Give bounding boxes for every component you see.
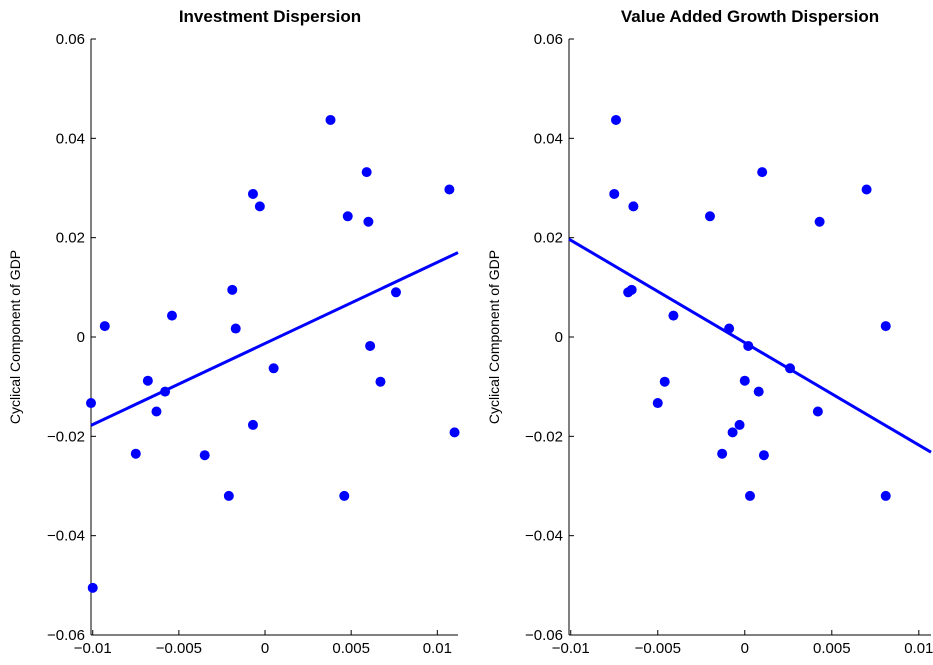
y-tick-label: 0.06 <box>56 31 85 48</box>
data-point <box>375 376 386 387</box>
x-tick-label: 0 <box>741 640 749 657</box>
data-point <box>628 201 639 212</box>
data-point <box>247 188 258 199</box>
data-point <box>626 284 637 295</box>
data-point <box>727 427 738 438</box>
y-tick-label: −0.02 <box>47 428 85 445</box>
regression-line <box>90 251 459 427</box>
data-point <box>363 216 374 227</box>
data-point <box>254 201 265 212</box>
data-point <box>758 450 769 461</box>
x-tick-label: 0.01 <box>423 640 452 657</box>
chart-title: Value Added Growth Dispersion <box>621 7 879 26</box>
data-point <box>814 216 825 227</box>
y-tick-label: −0.06 <box>525 627 563 644</box>
data-point <box>880 490 891 501</box>
x-tick-label: −0.01 <box>552 640 590 657</box>
data-point <box>130 448 141 459</box>
data-point <box>753 386 764 397</box>
x-tick-label: −0.005 <box>156 640 202 657</box>
data-point <box>227 284 238 295</box>
data-point <box>99 321 110 332</box>
y-tick-label: −0.06 <box>47 627 85 644</box>
data-point <box>734 419 745 430</box>
y-axis-label: Cyclical Component of GDP <box>7 250 23 424</box>
data-point <box>668 310 679 321</box>
y-tick-label: −0.04 <box>47 528 85 545</box>
data-point <box>659 376 670 387</box>
data-point <box>610 114 621 125</box>
data-point <box>247 419 258 430</box>
x-tick-label: 0.01 <box>904 640 933 657</box>
data-point <box>652 398 663 409</box>
data-point <box>199 450 210 461</box>
x-tick-label: 0.005 <box>813 640 851 657</box>
data-point <box>609 188 620 199</box>
y-tick-label: 0.02 <box>56 230 85 247</box>
data-point <box>325 114 336 125</box>
data-point <box>342 211 353 222</box>
data-point <box>230 323 241 334</box>
data-point <box>87 582 98 593</box>
data-point <box>86 398 96 409</box>
data-point <box>390 287 401 298</box>
data-point <box>268 363 279 374</box>
y-axis-label: Cyclical Component of GDP <box>486 250 502 424</box>
data-point <box>724 323 735 334</box>
x-tick-label: −0.01 <box>74 640 112 657</box>
data-point <box>704 211 715 222</box>
data-point <box>861 184 872 195</box>
data-point <box>160 386 171 397</box>
data-point <box>449 427 460 438</box>
data-point <box>739 375 750 386</box>
data-point <box>365 340 376 351</box>
chart-panel-2: −0.06 −0.04 −0.02 0 0.02 0.04 0.06 −0.01 −0.005 0… <box>486 7 933 657</box>
y-tick-label: 0.04 <box>534 130 563 147</box>
y-tick-label: 0 <box>77 329 85 346</box>
x-tick-label: −0.005 <box>635 640 681 657</box>
y-tick-label: −0.02 <box>525 428 563 445</box>
data-point <box>757 167 768 178</box>
y-tick-label: −0.04 <box>525 528 563 545</box>
data-point <box>361 167 372 178</box>
y-tick-label: 0.04 <box>56 130 85 147</box>
x-tick-label: 0.005 <box>332 640 370 657</box>
data-point <box>717 448 728 459</box>
data-point <box>151 406 162 417</box>
data-point <box>223 490 234 501</box>
data-point <box>166 310 177 321</box>
data-point <box>785 363 796 374</box>
y-tick-label: 0.06 <box>534 31 563 48</box>
y-tick-label: 0 <box>555 329 563 346</box>
data-point <box>339 490 350 501</box>
data-point <box>743 340 754 351</box>
data-point <box>142 375 153 386</box>
x-tick-label: 0 <box>261 640 269 657</box>
chart-panel-1: −0.06 −0.04 −0.02 0 0.02 0.04 0.06 −0.01 −0.005 0… <box>7 7 460 657</box>
data-point <box>444 184 455 195</box>
data-point <box>812 406 823 417</box>
data-point <box>880 321 891 332</box>
y-tick-label: 0.02 <box>534 230 563 247</box>
data-point <box>745 490 755 501</box>
chart-title: Investment Dispersion <box>179 7 361 26</box>
